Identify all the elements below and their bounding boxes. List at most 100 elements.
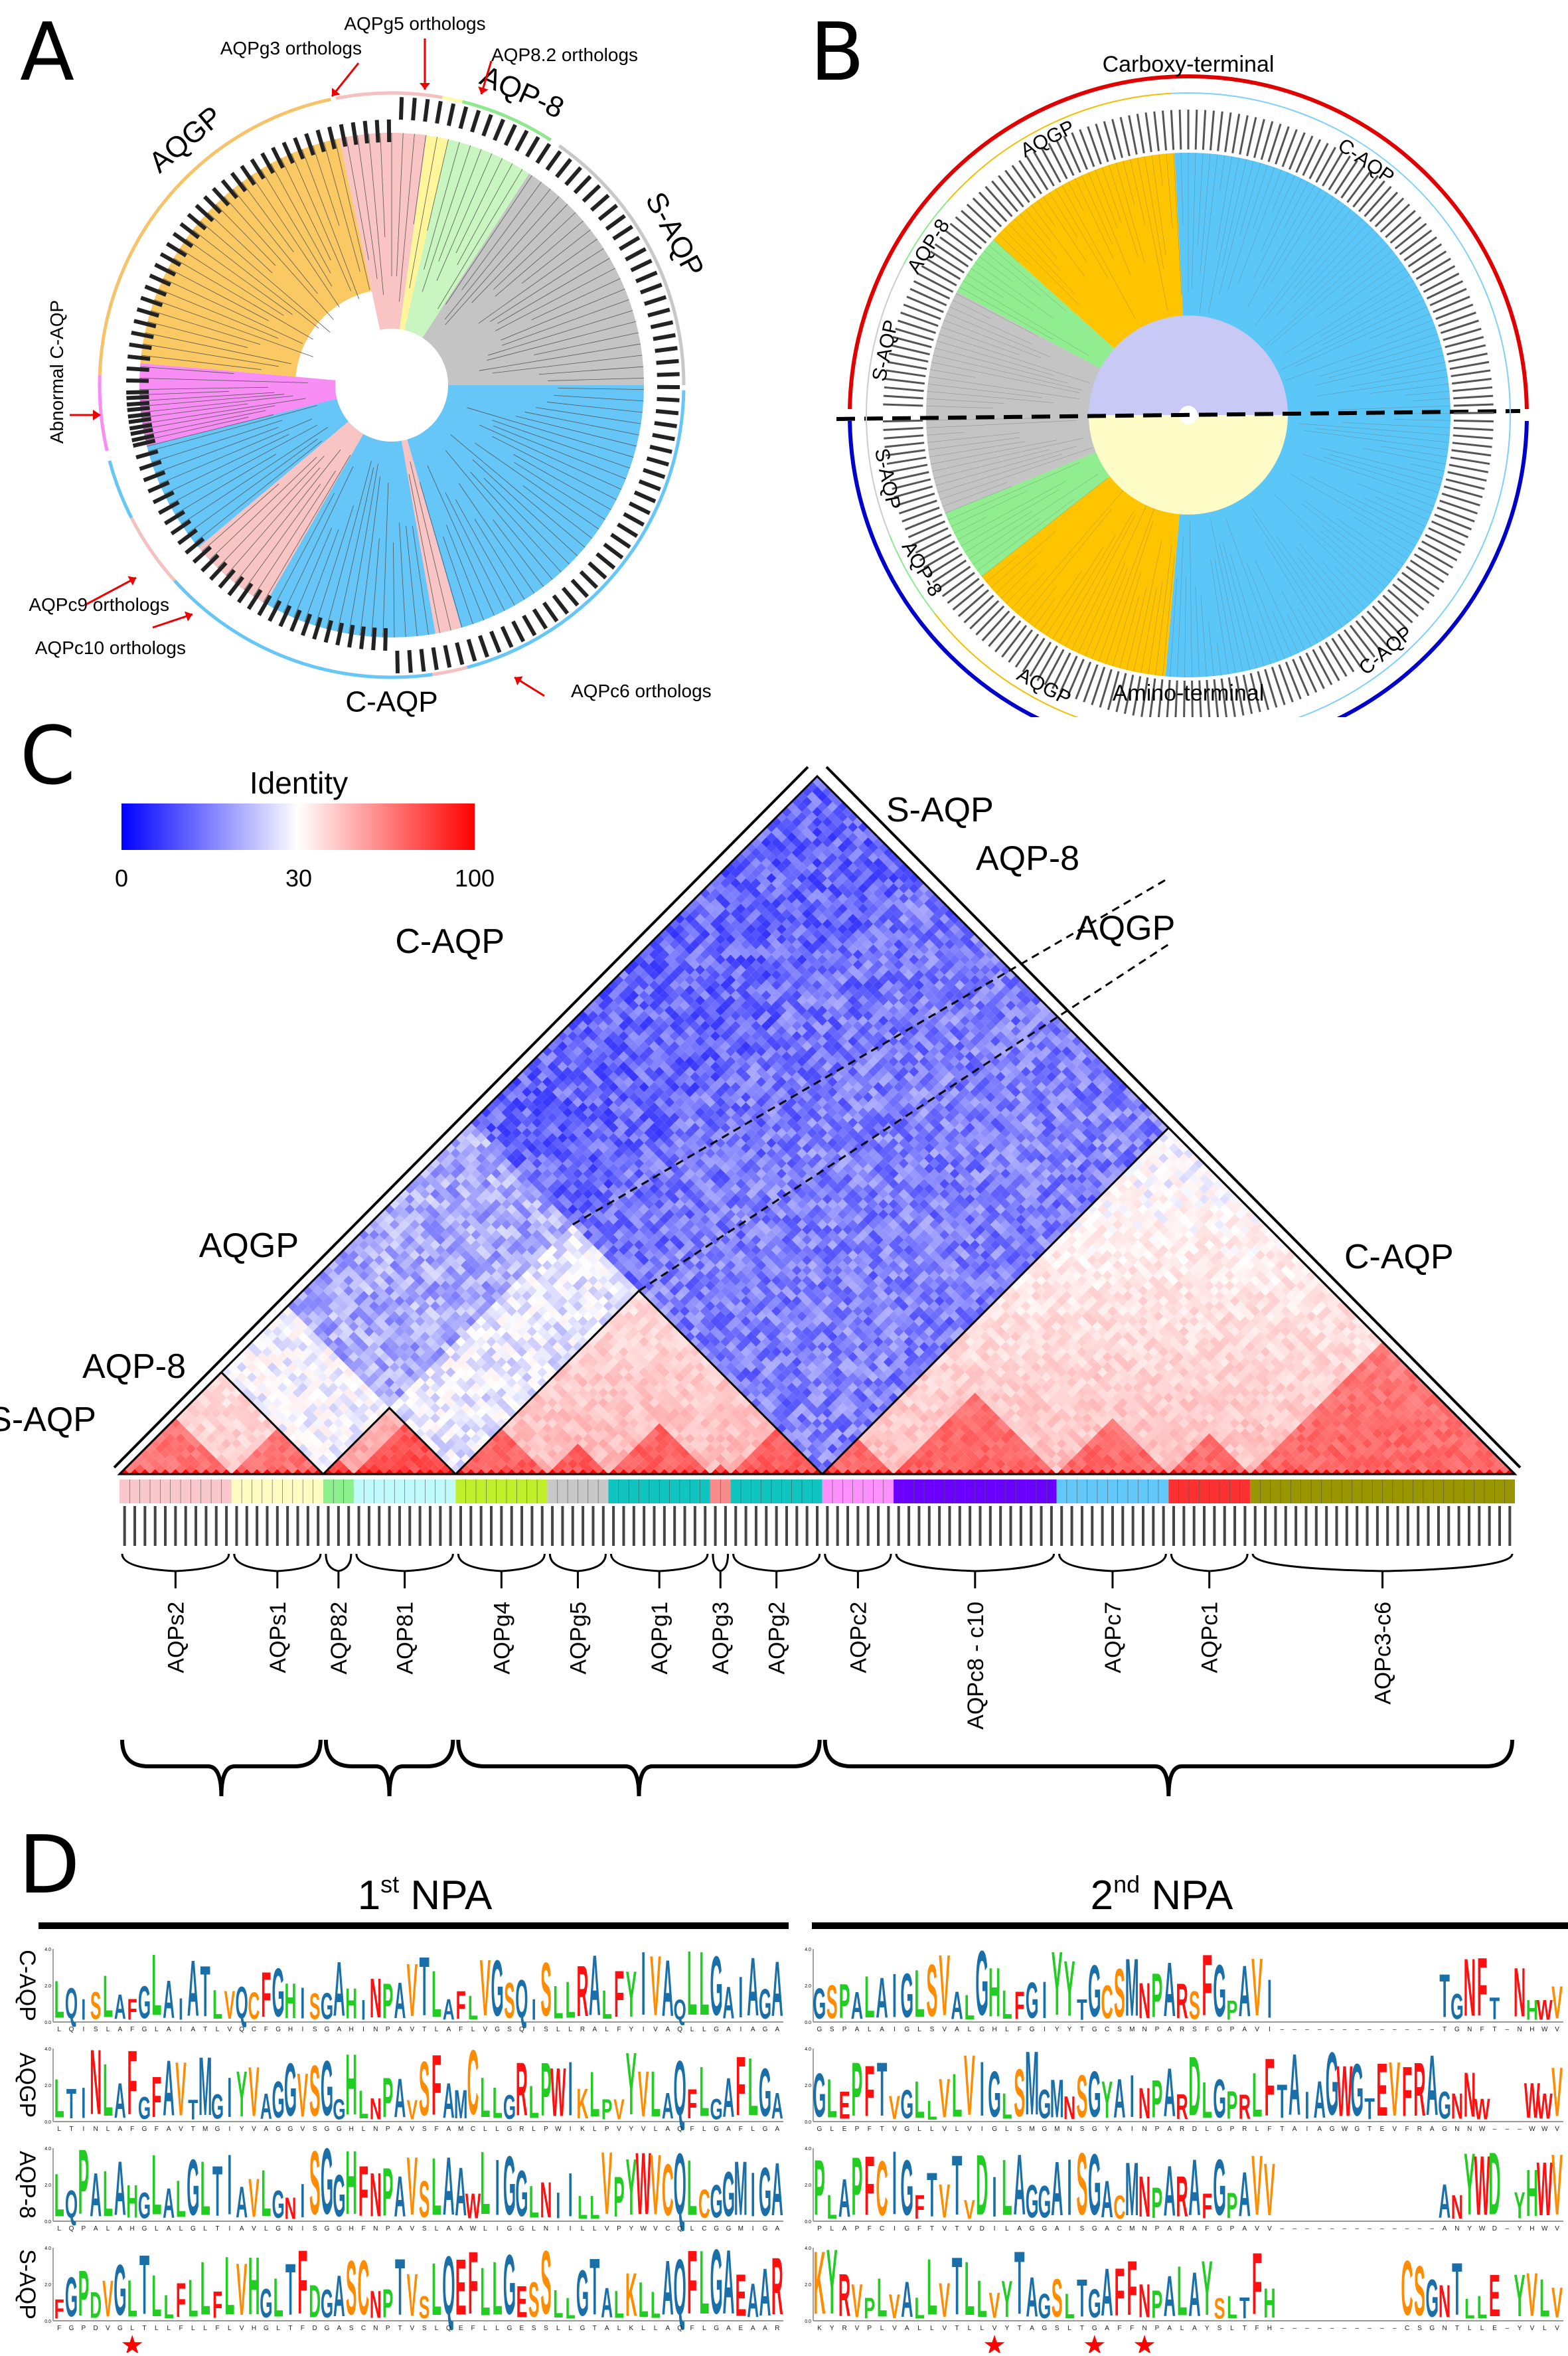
leaf-label <box>1275 126 1290 165</box>
leaf-label <box>1453 395 1493 400</box>
leaf-label <box>1454 412 1494 414</box>
leaf-label <box>1418 547 1453 569</box>
leaf-label <box>1449 353 1488 363</box>
leaf-label <box>411 98 417 120</box>
leaf-label <box>1428 527 1465 546</box>
leaf-label <box>1144 112 1152 152</box>
leaf-label <box>501 626 514 647</box>
leaf-label <box>903 303 941 319</box>
leaf-label <box>647 307 670 317</box>
leaf-label <box>435 101 443 124</box>
leaf-label <box>470 110 481 132</box>
leaf-label <box>536 143 552 164</box>
leaf-label <box>1450 456 1490 465</box>
leaf-label <box>580 570 598 589</box>
leaf-label <box>1454 403 1494 406</box>
leaf-label <box>1438 311 1476 327</box>
leaf-label <box>511 620 525 642</box>
leaf-label <box>908 521 945 539</box>
leaf-label <box>481 114 493 137</box>
leaf-label <box>884 386 924 392</box>
leaf-label <box>610 533 631 548</box>
leaf-label <box>1210 110 1215 150</box>
leaf-label <box>489 631 501 653</box>
tree-center <box>335 329 448 442</box>
annotation-aqpc6: AQPc6 orthologs <box>571 681 712 701</box>
leaf-label <box>656 409 678 415</box>
leaf-label <box>655 346 677 353</box>
leaf-label <box>902 507 939 523</box>
leaf-label <box>574 175 592 195</box>
leaf-label <box>399 97 404 120</box>
leaf-label <box>1437 507 1474 523</box>
leaf-label <box>383 628 388 651</box>
leaf-label <box>542 602 558 622</box>
panel-letter-c: C <box>20 717 76 797</box>
leaf-label <box>443 645 451 668</box>
leaf-label <box>1292 659 1309 696</box>
leaf-label <box>595 552 615 570</box>
leaf-label <box>467 639 477 661</box>
leaf-label <box>1195 110 1198 149</box>
leaf-label <box>629 501 651 515</box>
leaf-label <box>1217 112 1223 151</box>
leaf-label <box>1331 637 1354 672</box>
leaf-label <box>1423 273 1460 293</box>
colorbar-tick: 30 <box>285 865 312 892</box>
leaf-label <box>420 649 426 671</box>
leaf-label <box>1318 645 1340 681</box>
panel-letter-b: B <box>810 13 864 93</box>
leaf-label <box>1452 386 1492 392</box>
leaf-label <box>1425 534 1461 554</box>
leaf-label <box>630 259 652 272</box>
leaf-label <box>612 225 633 241</box>
leaf-label <box>1452 442 1492 448</box>
leaf-label <box>455 642 464 665</box>
leaf-label <box>657 397 679 402</box>
leaf-label <box>1289 132 1306 170</box>
leaf-label <box>1087 126 1102 165</box>
leaf-label <box>1454 420 1494 422</box>
leaf-label <box>1449 463 1488 473</box>
leaf-label <box>1309 143 1329 179</box>
leaf-label <box>1435 303 1473 319</box>
leaf-label <box>1079 129 1095 167</box>
leaf-label <box>1315 147 1336 183</box>
leaf-label <box>532 608 548 630</box>
colorbar-title: Identity <box>250 766 348 800</box>
annotation-arrowhead-aqpc10 <box>185 609 195 621</box>
annotation-aqpc10: AQPc10 orthologs <box>35 637 186 658</box>
leaf-label <box>883 427 923 431</box>
leaf-label <box>598 204 618 221</box>
leaf-label <box>654 421 677 428</box>
leaf-label <box>1450 369 1490 377</box>
colorbar-tick: 0 <box>115 865 128 892</box>
leaf-label <box>649 445 672 454</box>
leaf-label <box>1447 471 1486 481</box>
leaf-label <box>1128 115 1138 154</box>
leaf-label <box>1430 288 1467 307</box>
leaf-label <box>623 512 645 527</box>
leaf-label <box>913 280 950 299</box>
leaf-label <box>1179 110 1182 149</box>
clade-label-caqp: C-AQP <box>345 686 437 717</box>
leaf-label <box>1451 449 1491 456</box>
leaf-label <box>1162 110 1167 150</box>
leaf-label <box>1414 553 1449 576</box>
leaf-label <box>588 561 607 579</box>
leaf-label <box>478 635 489 657</box>
annotation-arrowhead-aqpg5 <box>420 83 430 90</box>
colorbar-tick: 100 <box>455 865 495 892</box>
leaf-label <box>1231 114 1240 153</box>
leaf-label <box>1325 641 1348 677</box>
leaf-label <box>1302 139 1321 176</box>
leaf-label <box>387 120 391 142</box>
leaf-label <box>1170 110 1174 150</box>
leaf-label <box>1188 110 1190 149</box>
leaf-label <box>126 379 149 383</box>
leaf-label <box>1431 521 1468 539</box>
leaf-label <box>504 124 517 146</box>
carboxy-label: Carboxy-terminal <box>1103 52 1275 77</box>
